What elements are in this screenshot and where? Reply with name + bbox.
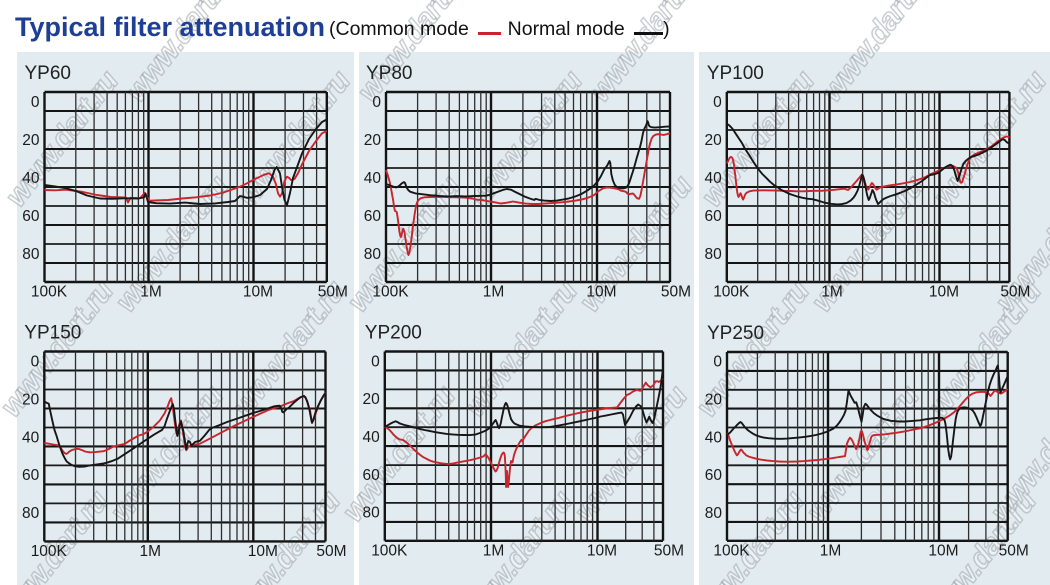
svg-text:20: 20 bbox=[705, 132, 723, 149]
svg-text:100K: 100K bbox=[31, 543, 68, 560]
svg-text:1M: 1M bbox=[140, 284, 162, 301]
svg-text:50M: 50M bbox=[1000, 284, 1030, 301]
svg-text:YP100: YP100 bbox=[707, 63, 764, 84]
svg-text:YP60: YP60 bbox=[25, 63, 71, 84]
svg-text:40: 40 bbox=[364, 170, 382, 187]
svg-text:10M: 10M bbox=[243, 284, 273, 301]
svg-text:1M: 1M bbox=[821, 284, 843, 301]
svg-text:60: 60 bbox=[705, 467, 723, 484]
svg-text:YP80: YP80 bbox=[366, 63, 412, 84]
svg-text:0: 0 bbox=[31, 94, 40, 111]
svg-text:50M: 50M bbox=[654, 543, 684, 560]
svg-text:100K: 100K bbox=[713, 543, 750, 560]
svg-text:40: 40 bbox=[363, 429, 381, 446]
svg-text:YP200: YP200 bbox=[365, 323, 422, 344]
svg-text:40: 40 bbox=[705, 170, 723, 187]
svg-text:80: 80 bbox=[364, 246, 382, 263]
svg-text:20: 20 bbox=[22, 132, 40, 149]
svg-text:0: 0 bbox=[31, 353, 40, 370]
svg-text:100K: 100K bbox=[371, 543, 408, 560]
svg-text:20: 20 bbox=[364, 132, 382, 149]
svg-text:60: 60 bbox=[363, 467, 381, 484]
svg-text:100K: 100K bbox=[713, 284, 750, 301]
svg-text:40: 40 bbox=[22, 429, 40, 446]
svg-text:50M: 50M bbox=[318, 284, 348, 301]
svg-text:20: 20 bbox=[705, 392, 723, 409]
svg-text:0: 0 bbox=[371, 353, 380, 370]
svg-text:60: 60 bbox=[22, 208, 40, 225]
svg-text:80: 80 bbox=[22, 505, 40, 522]
svg-text:100K: 100K bbox=[372, 284, 409, 301]
svg-text:10M: 10M bbox=[248, 543, 278, 560]
svg-text:1M: 1M bbox=[140, 543, 162, 560]
svg-text:40: 40 bbox=[705, 429, 723, 446]
svg-text:20: 20 bbox=[22, 391, 40, 408]
svg-text:60: 60 bbox=[22, 467, 40, 484]
svg-text:0: 0 bbox=[713, 94, 722, 111]
svg-text:10M: 10M bbox=[587, 543, 617, 560]
svg-text:80: 80 bbox=[363, 505, 381, 522]
svg-text:50M: 50M bbox=[999, 543, 1029, 560]
svg-text:60: 60 bbox=[705, 208, 723, 225]
svg-text:50M: 50M bbox=[661, 284, 691, 301]
svg-text:80: 80 bbox=[705, 505, 723, 522]
svg-text:80: 80 bbox=[22, 246, 40, 263]
svg-text:0: 0 bbox=[713, 354, 722, 371]
svg-text:YP150: YP150 bbox=[24, 323, 81, 344]
svg-text:60: 60 bbox=[364, 208, 382, 225]
svg-text:YP250: YP250 bbox=[707, 323, 764, 344]
svg-text:10M: 10M bbox=[929, 284, 959, 301]
svg-text:1M: 1M bbox=[820, 543, 842, 560]
svg-text:10M: 10M bbox=[928, 543, 958, 560]
svg-text:80: 80 bbox=[705, 246, 723, 263]
svg-text:10M: 10M bbox=[586, 284, 616, 301]
svg-text:0: 0 bbox=[372, 94, 381, 111]
svg-text:1M: 1M bbox=[483, 284, 505, 301]
svg-text:40: 40 bbox=[22, 170, 40, 187]
svg-text:20: 20 bbox=[363, 391, 381, 408]
svg-text:50M: 50M bbox=[316, 543, 346, 560]
svg-text:1M: 1M bbox=[483, 543, 505, 560]
svg-text:100K: 100K bbox=[31, 284, 68, 301]
